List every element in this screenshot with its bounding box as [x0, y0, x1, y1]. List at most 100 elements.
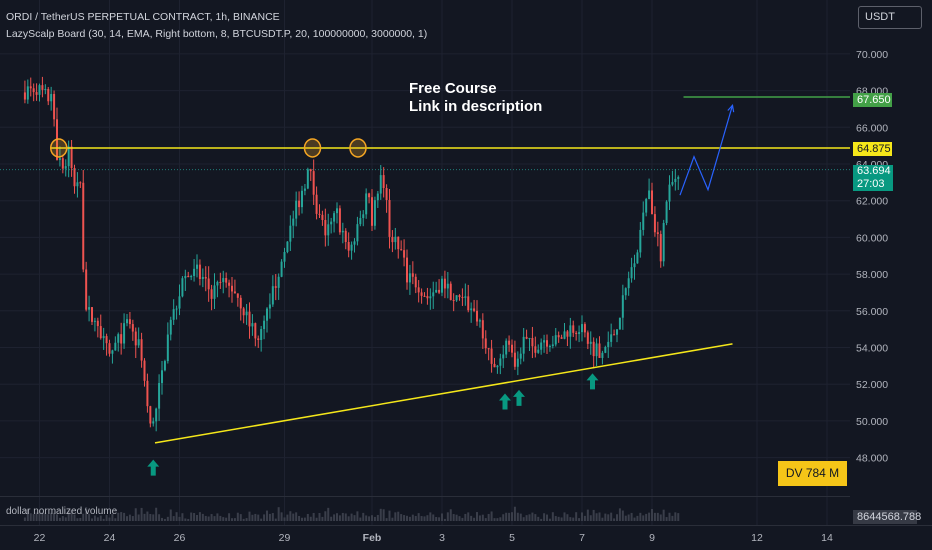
candle-body	[499, 358, 502, 366]
volume-bar	[292, 513, 295, 521]
circle-marker-icon[interactable]	[303, 138, 322, 158]
candle-body	[79, 182, 82, 184]
circle-marker-icon[interactable]	[50, 138, 68, 158]
current-price-tag: 63.694 27:03	[853, 165, 893, 191]
up-arrow-icon[interactable]	[513, 389, 525, 406]
volume-bar	[368, 516, 371, 521]
volume-bar	[540, 518, 543, 521]
volume-bar	[403, 515, 406, 521]
volume-bar	[169, 509, 172, 521]
volume-bar	[522, 517, 525, 521]
volume-bar	[128, 514, 131, 521]
volume-bar	[429, 512, 432, 521]
candle-body	[64, 166, 67, 169]
candle-body	[627, 278, 630, 289]
candle-body	[417, 287, 420, 293]
volume-bar	[508, 512, 511, 521]
volume-bar	[677, 513, 680, 521]
volume-bar	[651, 509, 653, 521]
candle-body	[592, 341, 595, 357]
candle-body	[569, 325, 572, 337]
candles[interactable]	[23, 76, 680, 432]
candle-body	[613, 334, 616, 336]
volume-bar	[484, 518, 487, 521]
volume-bar	[178, 516, 181, 521]
volume-bar	[595, 513, 598, 521]
volume-bar	[193, 513, 196, 521]
candle-body	[496, 365, 499, 368]
price-axis[interactable]: 70.00068.00066.00064.00062.00060.00058.0…	[856, 49, 888, 465]
volume-pane-label[interactable]: dollar normalized volume	[6, 506, 118, 517]
volume-bar	[111, 514, 114, 521]
candle-body	[330, 221, 333, 225]
volume-bar	[350, 513, 353, 521]
candle-body	[41, 85, 44, 90]
up-arrow-icon[interactable]	[147, 459, 160, 476]
candle-body	[67, 146, 70, 167]
up-arrow-icon[interactable]	[499, 393, 511, 410]
drawing-markers[interactable]	[50, 138, 599, 476]
volume-bar	[251, 514, 254, 521]
volume-bar	[505, 512, 508, 521]
volume-bar	[400, 514, 403, 521]
symbol-legend[interactable]: ORDI / TetherUS PERPETUAL CONTRACT, 1h, …	[6, 11, 280, 23]
volume-bar	[280, 512, 283, 521]
up-arrow-icon[interactable]	[586, 373, 599, 390]
candle-body	[648, 190, 651, 200]
volume-bar	[420, 516, 423, 521]
candle-body	[642, 212, 645, 230]
candle-body	[266, 308, 268, 321]
volume-bar	[455, 514, 458, 521]
candle-body	[198, 264, 201, 279]
volume-bar	[82, 513, 85, 521]
candle-body	[344, 230, 347, 243]
candle-body	[239, 297, 242, 309]
drawing-lines[interactable]	[0, 96, 850, 444]
candle-body	[365, 193, 368, 215]
volume-bar	[452, 514, 455, 521]
volume-bar	[630, 512, 633, 521]
volume-bar	[277, 507, 280, 521]
candle-body	[161, 370, 163, 384]
candle-body	[295, 200, 298, 219]
candle-body	[123, 323, 126, 344]
candle-body	[286, 241, 289, 253]
volume-bar	[639, 512, 642, 521]
candle-body	[490, 348, 493, 364]
volume-bar	[236, 512, 239, 521]
candle-body	[373, 200, 376, 226]
candle-body	[671, 182, 674, 185]
volume-bar	[516, 512, 519, 521]
candle-body	[403, 250, 406, 258]
candle-body	[111, 350, 114, 354]
volume-bar	[163, 518, 166, 521]
candle-body	[32, 88, 35, 93]
volume-bar	[274, 518, 277, 521]
candle-body	[435, 289, 438, 293]
price-tick-label: 70.000	[856, 49, 888, 61]
volume-bar	[441, 513, 443, 521]
candle-body	[379, 175, 382, 194]
currency-button[interactable]: USDT	[858, 6, 922, 29]
time-tick-label: 9	[649, 532, 655, 544]
support-trendline[interactable]	[154, 343, 733, 444]
price-tick-label: 60.000	[856, 232, 888, 244]
candle-body	[327, 224, 330, 236]
price-tick-label: 66.000	[856, 122, 888, 134]
circle-marker-icon[interactable]	[349, 138, 367, 158]
text-annotation[interactable]: Free Course Link in description	[409, 80, 542, 116]
projection-path[interactable]	[679, 105, 734, 196]
volume-bar	[648, 512, 651, 521]
indicator-legend[interactable]: LazyScalp Board (30, 14, EMA, Right bott…	[6, 28, 428, 40]
candle-body	[473, 308, 476, 311]
candle-body	[187, 275, 190, 278]
candle-body	[368, 193, 371, 198]
resistance-price-tag: 64.875	[853, 142, 892, 156]
candle-body	[277, 276, 280, 288]
volume-bar	[513, 506, 516, 521]
candle-body	[134, 331, 137, 346]
candle-body	[321, 214, 324, 220]
time-axis[interactable]: 22 24 26 29 Feb 3 5 7 9 12 14	[34, 532, 833, 544]
